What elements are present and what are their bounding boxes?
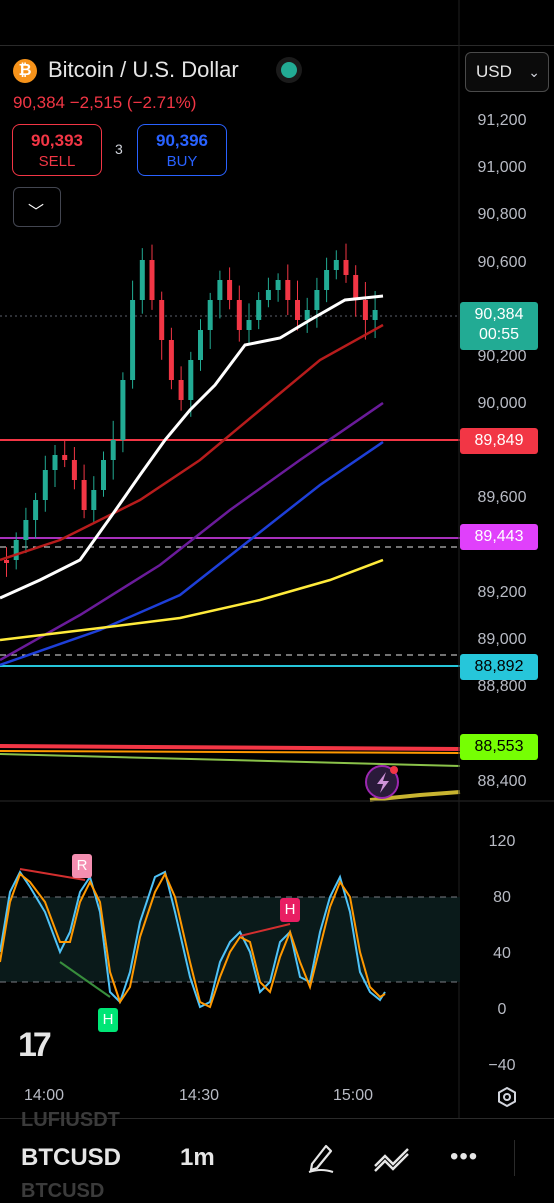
candle-body [188,360,194,400]
hidden-divergence-marker: H [280,898,300,922]
symbol-picker-prev[interactable]: LUFIUSDT [21,1109,120,1131]
candle-body [324,270,330,290]
candle-body [23,520,29,540]
more-icon[interactable]: ••• [450,1143,479,1170]
regular-divergence-marker: R [72,854,92,878]
green-level-tag: 88,553 [460,734,538,760]
chevron-down-icon: ⌄ [528,64,540,80]
candle-body [362,300,368,320]
candlesticks [4,243,378,577]
candle-body [110,440,116,460]
candle-body [178,380,184,400]
candle-body [285,280,291,300]
chevron-down-icon: ﹀ [28,204,45,221]
symbol-picker[interactable]: BTCUSD [21,1144,121,1171]
price-tick: 89,600 [477,489,527,506]
symbol-title[interactable]: Bitcoin / U.S. Dollar [48,57,239,82]
bitcoin-icon: ₿ [13,59,37,83]
candle-body [256,300,262,320]
candle-body [314,290,320,310]
market-open-status-icon [281,62,297,78]
price-tick: 89,000 [477,631,527,648]
candle-body [207,300,213,330]
candle-body [246,320,252,330]
candle-body [81,480,87,510]
candle-body [130,300,136,380]
price-tick: 90,800 [477,206,527,223]
candle-body [343,260,349,275]
stochastic-oscillator[interactable] [0,802,460,1072]
candle-body [295,300,300,320]
cyan-level-tag: 88,892 [460,654,538,680]
candle-body [227,280,233,300]
flash-alert-icon[interactable] [365,765,399,799]
sell-button[interactable]: 90,393 SELL [12,124,102,176]
candle-body [236,300,242,330]
candle-body [168,340,174,380]
time-tick: 15:00 [333,1087,374,1104]
candle-body [159,300,165,340]
bottom-toolbar [0,1118,554,1201]
price-tick: 89,200 [477,584,527,601]
buy-label: BUY [166,153,198,170]
candle-body [139,260,145,300]
candle-body [149,260,155,300]
bar-countdown: 00:55 [478,326,520,343]
top-divider [0,45,554,46]
buy-button[interactable]: 90,396 BUY [137,124,227,176]
hidden-divergence-marker: H [98,1008,118,1032]
candle-body [62,455,68,460]
magenta-level-tag: 89,443 [460,524,538,550]
sell-price: 90,393 [31,131,83,150]
toolbar-divider [514,1140,515,1176]
osc-tick: 0 [497,1001,507,1018]
price-tick: 90,600 [477,254,527,271]
osc-tick: 40 [493,945,511,962]
candle-body [13,540,19,560]
tradingview-logo: 17 [18,1026,52,1064]
buy-price: 90,396 [156,131,208,150]
price-tick: 88,400 [477,773,527,790]
osc-tick: −40 [488,1057,516,1074]
candle-body [198,330,203,360]
currency-select[interactable]: USD ⌄ [465,52,549,92]
candle-body [217,280,223,300]
candle-body [91,490,97,510]
last-price: 90,384 [474,306,524,323]
candle-body [4,560,9,563]
price-tick: 88,800 [477,678,527,695]
interval-picker[interactable]: 1m [180,1144,215,1171]
candle-body [52,455,58,470]
time-tick: 14:30 [179,1087,220,1104]
red-level-tag: 89,849 [460,428,538,454]
time-tick: 14:00 [24,1087,65,1104]
candle-body [275,280,281,290]
price-tick: 90,000 [477,395,527,412]
sell-label: SELL [38,153,76,170]
candle-body [101,460,106,490]
osc-tick: 120 [488,833,516,850]
osc-tick: 80 [493,889,511,906]
price-tick: 91,200 [477,112,527,129]
price-tick: 91,000 [477,159,527,176]
price-tick: 90,200 [477,348,527,365]
candle-body [265,290,271,300]
candle-body [372,310,378,320]
currency-label: USD [476,62,512,81]
candle-body [42,470,48,500]
symbol-picker-next[interactable]: BTCUSD [21,1180,105,1202]
pencil-icon[interactable] [306,1140,336,1174]
candle-body [33,500,39,520]
last-price-tag: 90,384 00:55 [460,302,538,350]
candle-body [333,260,339,270]
candle-body [353,275,359,300]
candle-body [304,310,310,320]
last-price-change: 90,384 −2,515 (−2.71%) [13,93,197,112]
candle-body [120,380,126,440]
settings-hexagon-icon[interactable] [496,1086,518,1108]
chart-compare-icon[interactable] [372,1144,412,1174]
collapse-panel-button[interactable]: ﹀ [13,187,61,227]
spread-value: 3 [115,141,123,157]
candle-body [71,460,77,480]
